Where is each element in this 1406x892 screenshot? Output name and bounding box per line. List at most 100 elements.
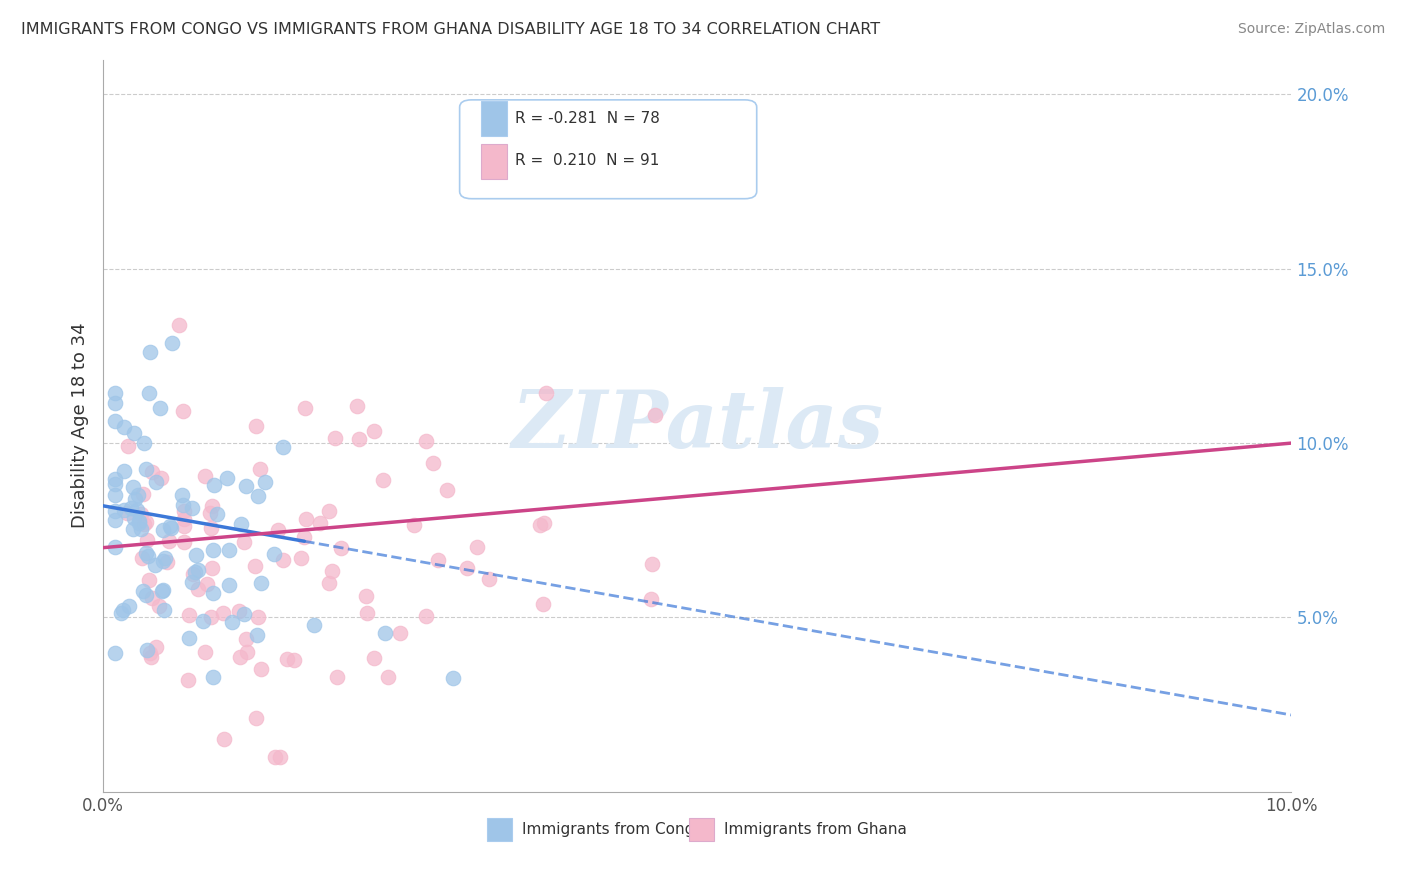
Point	[236, 645, 259, 659]
Point	[456, 561, 478, 575]
Point	[183, 567, 205, 582]
Point	[377, 670, 399, 684]
Point	[266, 523, 288, 537]
Point	[145, 640, 167, 654]
Point	[179, 632, 201, 646]
Point	[121, 480, 143, 494]
Point	[263, 547, 285, 561]
Point	[318, 576, 340, 591]
Point	[263, 749, 285, 764]
Point	[201, 586, 224, 600]
Point	[374, 626, 396, 640]
Point	[221, 615, 243, 629]
Point	[129, 508, 152, 522]
Point	[194, 645, 217, 659]
Point	[172, 488, 194, 502]
Point	[104, 396, 127, 410]
Point	[644, 409, 666, 423]
Point	[229, 650, 252, 665]
Point	[148, 599, 170, 613]
Point	[172, 499, 194, 513]
Point	[149, 401, 172, 416]
FancyBboxPatch shape	[481, 102, 508, 136]
Point	[122, 522, 145, 536]
Point	[122, 511, 145, 525]
Point	[373, 473, 395, 487]
Point	[302, 618, 325, 632]
Point	[441, 671, 464, 685]
Point	[136, 533, 159, 547]
Point	[402, 518, 425, 533]
Point	[104, 504, 127, 518]
Text: Immigrants from Ghana: Immigrants from Ghana	[724, 822, 907, 837]
Point	[152, 554, 174, 568]
Point	[152, 523, 174, 537]
Point	[346, 399, 368, 413]
Point	[205, 507, 228, 521]
Point	[124, 492, 146, 507]
Point	[104, 472, 127, 486]
Point	[157, 534, 180, 549]
Y-axis label: Disability Age 18 to 34: Disability Age 18 to 34	[72, 323, 89, 528]
Point	[104, 414, 127, 428]
Point	[235, 632, 257, 646]
Point	[187, 582, 209, 596]
Point	[290, 550, 312, 565]
Point	[153, 603, 176, 617]
Point	[141, 650, 163, 665]
Point	[321, 564, 343, 578]
Point	[200, 521, 222, 535]
Point	[349, 432, 371, 446]
Point	[128, 514, 150, 528]
Point	[212, 732, 235, 747]
Point	[135, 588, 157, 602]
Point	[245, 711, 267, 725]
Point	[132, 435, 155, 450]
Point	[202, 542, 225, 557]
Point	[177, 673, 200, 688]
Point	[200, 506, 222, 520]
Point	[247, 610, 270, 624]
Point	[180, 501, 202, 516]
Point	[292, 530, 315, 544]
Text: Source: ZipAtlas.com: Source: ZipAtlas.com	[1237, 22, 1385, 37]
Point	[112, 419, 135, 434]
Point	[640, 591, 662, 606]
Point	[104, 488, 127, 502]
Point	[104, 513, 127, 527]
Point	[294, 401, 316, 416]
Point	[202, 478, 225, 492]
Point	[271, 553, 294, 567]
Point	[329, 541, 352, 556]
Point	[478, 572, 501, 586]
Point	[641, 557, 664, 571]
Point	[465, 540, 488, 554]
Point	[136, 643, 159, 657]
FancyBboxPatch shape	[460, 100, 756, 199]
Point	[246, 489, 269, 503]
Point	[111, 603, 134, 617]
Point	[235, 479, 257, 493]
Point	[422, 456, 444, 470]
Point	[135, 546, 157, 560]
Point	[245, 418, 267, 433]
Text: Immigrants from Congo: Immigrants from Congo	[522, 822, 703, 837]
Point	[152, 582, 174, 597]
Point	[118, 599, 141, 614]
Point	[131, 551, 153, 566]
Point	[295, 511, 318, 525]
Point	[269, 749, 291, 764]
Point	[172, 404, 194, 418]
Point	[243, 558, 266, 573]
Point	[173, 512, 195, 526]
Point	[534, 386, 557, 401]
Point	[173, 518, 195, 533]
Point	[187, 564, 209, 578]
Point	[356, 606, 378, 620]
Point	[427, 553, 450, 567]
Text: IMMIGRANTS FROM CONGO VS IMMIGRANTS FROM GHANA DISABILITY AGE 18 TO 34 CORRELATI: IMMIGRANTS FROM CONGO VS IMMIGRANTS FROM…	[21, 22, 880, 37]
Point	[201, 560, 224, 574]
Point	[141, 591, 163, 605]
Point	[436, 483, 458, 498]
Point	[167, 318, 190, 332]
